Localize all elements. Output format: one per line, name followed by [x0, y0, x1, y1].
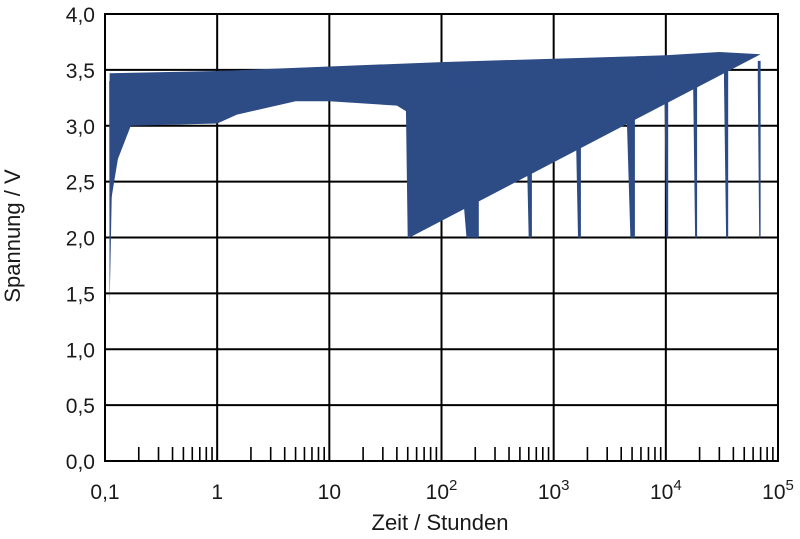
- y-tick-label: 0,5: [66, 395, 95, 418]
- x-tick-label: 1: [211, 481, 223, 504]
- y-tick-label: 3,5: [66, 60, 95, 83]
- x-tick-labels: 0,1 1 10 102 103 104 105: [90, 477, 793, 504]
- x-tick-label: 0,1: [90, 481, 119, 504]
- y-tick-label: 2,5: [66, 172, 95, 195]
- discharge-drop: [405, 70, 410, 238]
- initial-spike: [109, 81, 118, 307]
- x-tick-label: 104: [650, 477, 682, 504]
- x-minor-ticks: [137, 447, 774, 461]
- x-tick-label: 105: [762, 477, 794, 504]
- y-tick-label: 4,0: [66, 4, 95, 27]
- discharge-drop: [575, 64, 581, 238]
- x-axis-title: Zeit / Stunden: [372, 510, 509, 535]
- x-tick-label: 103: [538, 477, 570, 504]
- discharge-drop: [724, 59, 729, 238]
- y-axis-title: Spannung / V: [0, 169, 25, 303]
- discharge-drop: [525, 66, 532, 238]
- y-tick-labels: 0,0 0,5 1,0 1,5 2,0 2,5 3,0 3,5 4,0: [66, 4, 95, 474]
- y-tick-label: 1,0: [66, 339, 95, 362]
- discharge-drop: [454, 67, 479, 238]
- discharge-drop: [625, 63, 635, 238]
- y-tick-label: 1,5: [66, 283, 95, 306]
- plot-border: [104, 13, 779, 462]
- discharge-drop: [693, 60, 698, 238]
- y-tick-label: 2,0: [66, 228, 95, 251]
- y-tick-label: 0,0: [66, 451, 95, 474]
- data-layer: [109, 52, 761, 307]
- discharge-drop: [757, 60, 761, 238]
- x-tick-label: 10: [318, 481, 341, 504]
- x-tick-label: 102: [426, 477, 458, 504]
- voltage-band: [109, 52, 761, 238]
- discharge-drop: [664, 61, 669, 238]
- y-tick-label: 3,0: [66, 116, 95, 139]
- plot-frame: [104, 13, 779, 462]
